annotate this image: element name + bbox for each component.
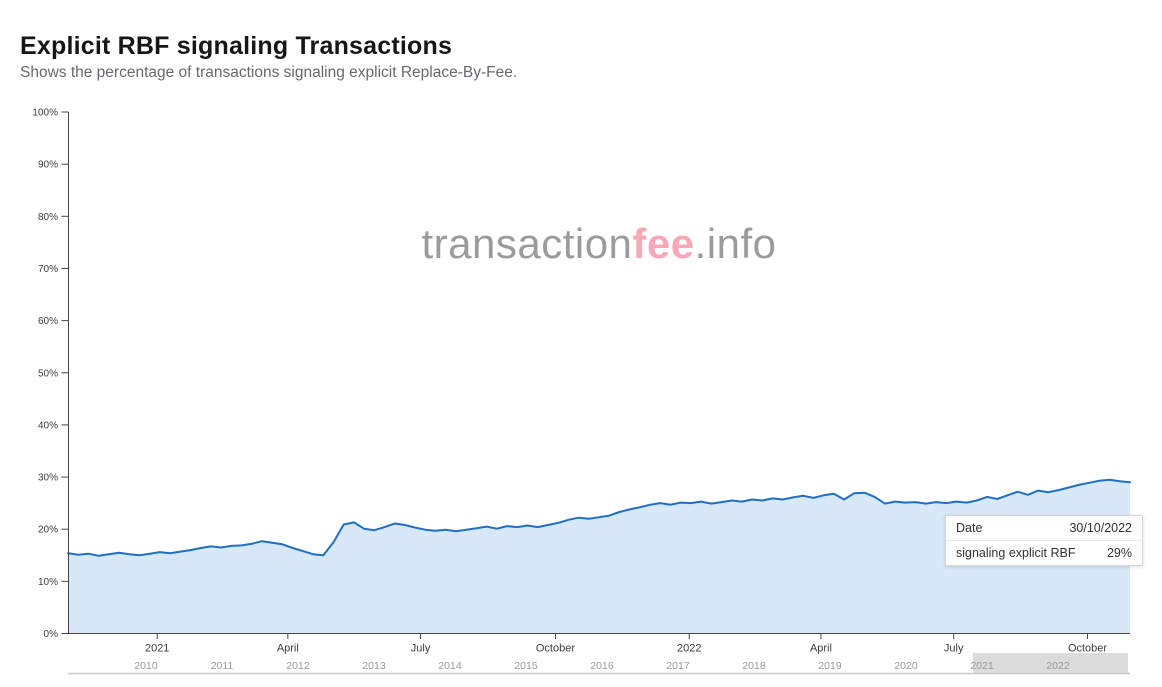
- navigator-year-label[interactable]: 2022: [1046, 660, 1070, 672]
- series-area-fill: [68, 479, 1130, 634]
- x-axis: 2021 April July October 2022 April July October: [68, 633, 1130, 655]
- y-axis-label: 100%: [32, 108, 58, 119]
- y-axis: 0% 10% 20% 30% 40% 50% 60% 70% 80% 90% 100%: [32, 108, 69, 640]
- x-axis-label: 2021: [145, 643, 169, 655]
- x-axis-label: July: [411, 643, 431, 655]
- x-axis-label: October: [1068, 643, 1107, 655]
- tooltip-series-row: signaling explicit RBF 29%: [946, 540, 1142, 565]
- x-axis-label: April: [810, 643, 832, 655]
- page-subtitle: Shows the percentage of transactions sig…: [20, 64, 518, 81]
- navigator-year-label[interactable]: 2017: [666, 660, 690, 672]
- series-signaling-explicit-rbf[interactable]: [67, 478, 1131, 634]
- tooltip-date-label: Date: [956, 521, 983, 535]
- navigator-year-label[interactable]: 2011: [211, 660, 234, 672]
- site-watermark: transactionfee.info: [0, 220, 1162, 268]
- y-axis-label: 30%: [38, 473, 58, 484]
- tooltip-series-value: 29%: [1106, 546, 1132, 560]
- navigator-year-label[interactable]: 2021: [970, 660, 994, 672]
- y-axis-label: 0%: [44, 629, 59, 640]
- navigator-year-label[interactable]: 2019: [818, 660, 842, 672]
- navigator-year-label[interactable]: 2012: [286, 660, 310, 672]
- navigator-year-label[interactable]: 2016: [590, 660, 614, 672]
- x-axis-label: April: [277, 643, 299, 655]
- watermark-text-transaction: transaction: [421, 220, 633, 267]
- tooltip-date-row: Date 30/10/2022: [946, 516, 1142, 540]
- series-line: [67, 478, 1131, 557]
- y-axis-label: 70%: [38, 264, 58, 275]
- navigator-year-label[interactable]: 2013: [362, 660, 386, 672]
- navigator-year-label[interactable]: 2018: [742, 660, 766, 672]
- tooltip-date-value: 30/10/2022: [1069, 521, 1132, 535]
- range-navigator[interactable]: 2010 2011 2012 2013 2014 2015 2016 2017 2018 2019…: [68, 653, 1130, 675]
- y-axis-label: 10%: [38, 577, 58, 588]
- x-axis-label: July: [944, 643, 964, 655]
- y-axis-label: 60%: [38, 316, 58, 327]
- y-axis-label: 20%: [38, 525, 58, 536]
- navigator-year-label[interactable]: 2010: [134, 660, 158, 672]
- watermark-text-fee: fee: [632, 220, 695, 267]
- navigator-year-label[interactable]: 2015: [514, 660, 538, 672]
- x-axis-label: October: [536, 643, 575, 655]
- x-axis-label: 2022: [677, 643, 701, 655]
- navigator-selected-range[interactable]: [973, 653, 1128, 674]
- chart-tooltip: Date 30/10/2022 signaling explicit RBF 2…: [945, 515, 1143, 566]
- page-title: Explicit RBF signaling Transactions: [20, 31, 453, 60]
- navigator-year-label[interactable]: 2014: [438, 660, 462, 672]
- watermark-text-info: .info: [694, 220, 777, 267]
- y-axis-label: 40%: [38, 420, 58, 431]
- tooltip-series-label: signaling explicit RBF: [956, 546, 1076, 560]
- y-axis-label: 80%: [38, 212, 58, 223]
- y-axis-label: 50%: [38, 368, 58, 379]
- navigator-year-label[interactable]: 2020: [894, 660, 918, 672]
- y-axis-label: 90%: [38, 160, 58, 171]
